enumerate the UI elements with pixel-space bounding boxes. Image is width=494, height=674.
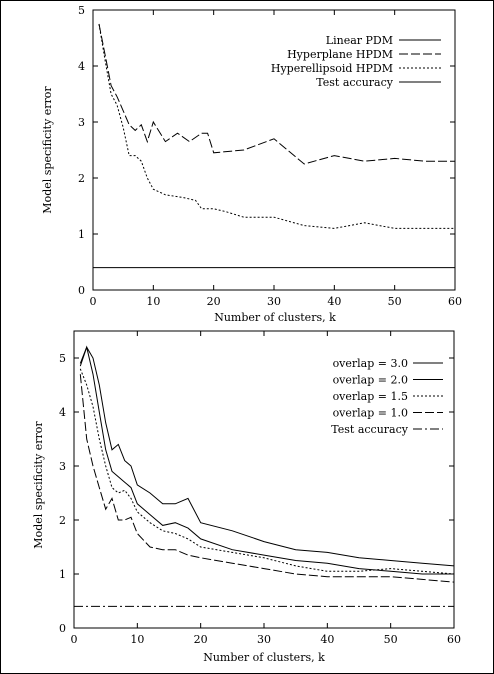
chart-top-legend-label: Test accuracy: [316, 76, 393, 89]
chart-bottom-xlabel: Number of clusters, k: [203, 651, 325, 664]
chart-top-ytick-label: 4: [78, 60, 85, 73]
chart-bottom-ticks: 0 10 20 30 40 50 60 0 1 2 3 4 5: [59, 331, 461, 646]
chart-bottom-legend-label: overlap = 3.0: [333, 357, 408, 370]
chart-top-ytick-label: 1: [78, 228, 85, 241]
chart-top-xtick-label: 20: [207, 295, 221, 308]
chart-top-ytick-label: 2: [78, 172, 85, 185]
chart-top-xtick-label: 10: [146, 295, 160, 308]
chart-bottom-xtick-label: 60: [447, 633, 461, 646]
chart-top-ticks: 0 10 20 30 40 50 60 0 1 2 3 4 5: [78, 4, 462, 308]
chart-top-xtick-label: 40: [327, 295, 341, 308]
chart-bottom-ylabel: Model specificity error: [32, 421, 45, 549]
chart-bottom-xtick-label: 30: [257, 633, 271, 646]
chart-bottom-ytick-label: 3: [59, 460, 66, 473]
chart-bottom-ytick-label: 2: [59, 514, 66, 527]
chart-bottom-ytick-label: 5: [59, 352, 66, 365]
chart-bottom-legend: overlap = 3.0 overlap = 2.0 overlap = 1.5 o…: [331, 357, 443, 436]
chart-bottom: Model specificity error Number of cluste…: [32, 330, 461, 664]
chart-top-legend-label: Linear PDM: [326, 34, 393, 47]
chart-bottom-xtick-label: 20: [194, 633, 208, 646]
chart-bottom-series: [74, 345, 455, 607]
chart-bottom-xtick-label: 50: [384, 633, 398, 646]
chart-bottom-legend-label: Test accuracy: [331, 423, 408, 436]
chart-top-series-line: [98, 23, 455, 165]
chart-bottom-ytick-label: 0: [59, 622, 66, 635]
chart-top-xtick-label: 0: [90, 295, 97, 308]
chart-bottom-series-line: [79, 345, 454, 575]
chart-top-xtick-label: 30: [267, 295, 281, 308]
chart-bottom-xtick-label: 10: [130, 633, 144, 646]
chart-top-plot-frame: [92, 9, 456, 291]
chart-top-xtick-label: 50: [388, 295, 402, 308]
chart-bottom-xtick-label: 40: [320, 633, 334, 646]
chart-top-legend-label: Hyperellipsoid HPDM: [271, 62, 393, 75]
chart-top-xtick-label: 60: [448, 295, 462, 308]
chart-bottom-legend-label: overlap = 2.0: [333, 374, 408, 387]
chart-bottom-series-line: [79, 368, 455, 575]
chart-bottom-legend-label: overlap = 1.5: [333, 390, 408, 403]
chart-top-xlabel: Number of clusters, k: [214, 311, 336, 324]
chart-bottom-ytick-label: 1: [59, 568, 66, 581]
chart-top: Model specificity error Number of cluste…: [41, 4, 462, 324]
chart-bottom-series-line: [79, 374, 455, 583]
chart-bottom-plot-frame: [73, 330, 455, 629]
chart-top-ytick-label: 3: [78, 116, 85, 129]
chart-top-legend-label: Hyperplane HPDM: [287, 48, 393, 61]
chart-bottom-xtick-label: 0: [71, 633, 78, 646]
chart-top-ytick-label: 0: [78, 284, 85, 297]
chart-bottom-series-line: [79, 346, 455, 567]
chart-top-ylabel: Model specificity error: [41, 86, 54, 214]
chart-bottom-legend-label: overlap = 1.0: [333, 407, 408, 420]
chart-top-ytick-label: 5: [78, 4, 85, 17]
chart-bottom-ytick-label: 4: [59, 406, 66, 419]
